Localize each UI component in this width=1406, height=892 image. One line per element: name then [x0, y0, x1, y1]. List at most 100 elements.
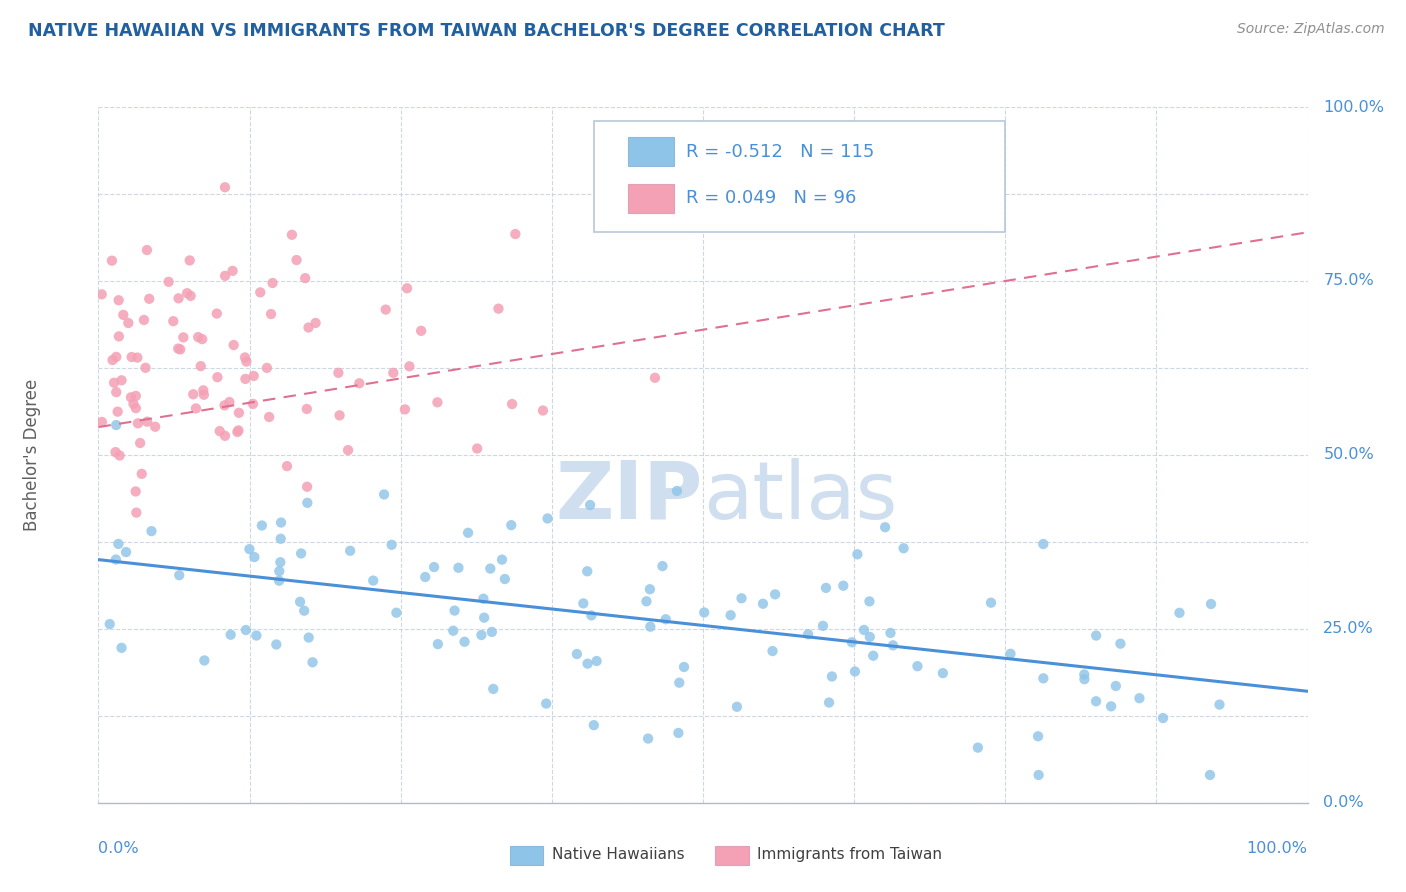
Point: [859, 630, 882, 644]
Point: [90, 287, 112, 301]
Text: 50.0%: 50.0%: [1323, 448, 1374, 462]
Point: [907, 659, 929, 673]
Point: [844, 665, 866, 679]
Point: [138, 292, 160, 306]
Point: [180, 289, 202, 303]
Point: [893, 541, 915, 556]
Point: [967, 740, 990, 755]
Point: [382, 366, 405, 380]
Point: [136, 243, 159, 257]
Point: [107, 293, 129, 308]
Point: [1152, 711, 1174, 725]
Point: [1128, 691, 1150, 706]
Point: [1109, 637, 1132, 651]
FancyBboxPatch shape: [509, 846, 543, 865]
Point: [668, 726, 690, 740]
Point: [488, 301, 510, 316]
Point: [501, 518, 523, 533]
Point: [582, 718, 605, 732]
Point: [361, 574, 384, 588]
Point: [576, 564, 599, 578]
Point: [162, 314, 184, 328]
Point: [693, 606, 716, 620]
Point: [725, 699, 748, 714]
Point: [184, 401, 207, 416]
Point: [875, 520, 897, 534]
Point: [257, 409, 280, 424]
Point: [426, 395, 449, 409]
Text: Native Hawaiians: Native Hawaiians: [551, 847, 685, 863]
Point: [108, 329, 131, 343]
Text: R = -0.512   N = 115: R = -0.512 N = 115: [686, 143, 875, 161]
Point: [846, 547, 869, 561]
Point: [101, 253, 124, 268]
Point: [235, 623, 257, 637]
Point: [105, 418, 128, 433]
Point: [1199, 768, 1222, 782]
Point: [181, 387, 204, 401]
Point: [423, 560, 446, 574]
Point: [218, 395, 240, 409]
Point: [534, 697, 557, 711]
Point: [811, 619, 834, 633]
Point: [226, 425, 249, 439]
Point: [818, 696, 841, 710]
Point: [763, 587, 786, 601]
Point: [447, 561, 470, 575]
Point: [157, 275, 180, 289]
Point: [1028, 768, 1050, 782]
Point: [479, 561, 502, 575]
Point: [143, 419, 166, 434]
Point: [821, 669, 844, 683]
Point: [457, 525, 479, 540]
Point: [453, 634, 475, 648]
Point: [127, 351, 149, 365]
Point: [294, 271, 316, 285]
Point: [132, 313, 155, 327]
Point: [214, 180, 236, 194]
Point: [853, 623, 876, 637]
Point: [531, 403, 554, 417]
Point: [270, 532, 292, 546]
Point: [328, 366, 350, 380]
Point: [668, 675, 690, 690]
Point: [636, 594, 658, 608]
Point: [176, 286, 198, 301]
Point: [481, 624, 503, 639]
Point: [441, 624, 464, 638]
Point: [107, 537, 129, 551]
Point: [269, 564, 291, 578]
Point: [980, 596, 1002, 610]
Point: [491, 552, 513, 566]
Point: [90, 415, 112, 429]
Point: [110, 640, 132, 655]
Point: [1085, 694, 1108, 708]
Point: [654, 612, 676, 626]
Point: [501, 397, 523, 411]
Point: [242, 368, 264, 383]
Point: [269, 555, 291, 569]
Point: [208, 424, 231, 438]
Point: [125, 401, 148, 416]
Point: [167, 291, 190, 305]
Point: [108, 449, 131, 463]
Point: [329, 409, 352, 423]
Point: [214, 268, 236, 283]
Point: [576, 657, 599, 671]
Point: [131, 467, 153, 481]
Point: [238, 542, 260, 557]
Point: [136, 415, 159, 429]
Point: [665, 483, 688, 498]
Point: [105, 385, 128, 400]
Point: [290, 546, 312, 560]
Point: [411, 324, 433, 338]
Point: [1208, 698, 1230, 712]
Point: [585, 654, 607, 668]
Point: [413, 570, 436, 584]
Point: [221, 264, 243, 278]
FancyBboxPatch shape: [628, 137, 673, 166]
Text: 75.0%: 75.0%: [1323, 274, 1374, 288]
Point: [288, 595, 311, 609]
Point: [297, 496, 319, 510]
Point: [381, 538, 404, 552]
